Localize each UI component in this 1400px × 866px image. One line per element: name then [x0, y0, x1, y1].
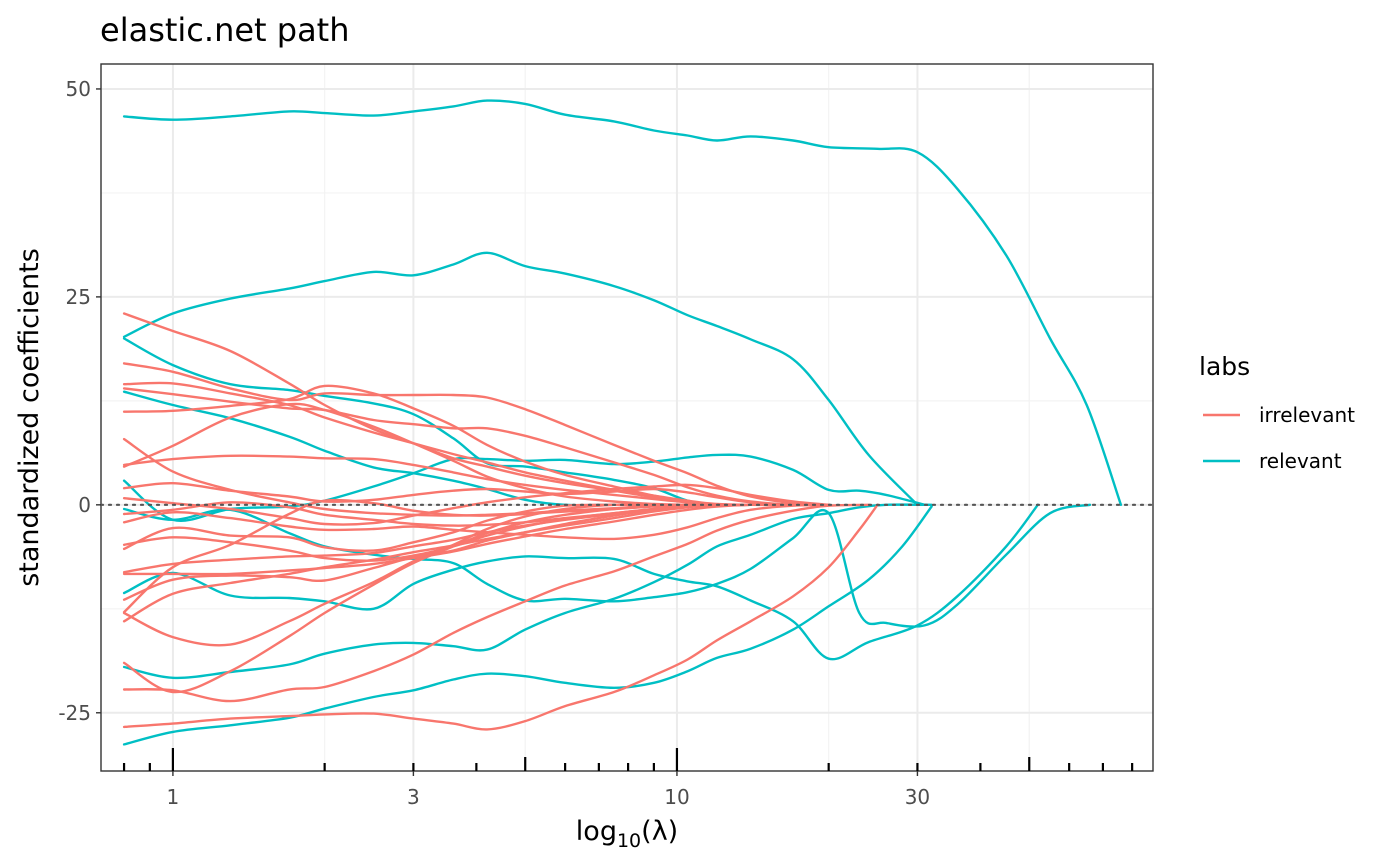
x-tick-label: 30: [905, 785, 930, 809]
axes: -25 0 25 50 1 3 10 30: [58, 77, 1134, 809]
legend: labs irrelevant relevant: [1199, 352, 1355, 473]
x-axis-title: log10(λ): [576, 816, 678, 852]
series-line-relevant: [122, 503, 933, 680]
series-line-relevant: [122, 503, 1039, 661]
legend-items: irrelevant relevant: [1203, 403, 1355, 473]
x-tick-label: 3: [407, 785, 420, 809]
series-line-irrelevant: [122, 481, 830, 507]
y-tick-label: -25: [58, 701, 91, 725]
x-tick-label: 10: [664, 785, 689, 809]
plot-area: [99, 63, 1155, 772]
series-line-irrelevant: [122, 503, 870, 703]
y-tick-label: 25: [66, 285, 91, 309]
y-tick-label: 50: [66, 77, 91, 101]
x-tick-label: 1: [167, 785, 180, 809]
series-line-irrelevant: [122, 503, 830, 576]
series-line-relevant: [122, 453, 926, 522]
series-line-irrelevant: [122, 387, 830, 507]
series-line-relevant: [122, 99, 1123, 506]
series-line-irrelevant: [122, 483, 830, 526]
plot-border: [100, 63, 1154, 772]
series-line-relevant: [122, 251, 919, 506]
y-axis-title: standardized coefficients: [14, 248, 45, 587]
chart-title: elastic.net path: [100, 11, 350, 49]
y-tick-label: 0: [78, 493, 91, 517]
series-line-irrelevant: [122, 503, 830, 541]
legend-title: labs: [1199, 352, 1250, 381]
plot-panel: [101, 64, 1153, 771]
legend-label-irrelevant: irrelevant: [1259, 403, 1355, 427]
legend-label-relevant: relevant: [1259, 449, 1342, 473]
series-line-irrelevant: [122, 503, 879, 731]
